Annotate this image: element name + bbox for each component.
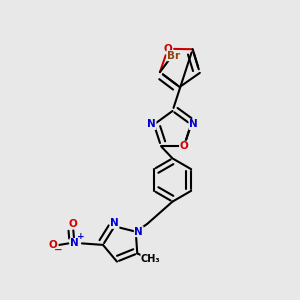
Text: O: O — [180, 141, 188, 151]
Text: O: O — [48, 240, 57, 250]
Text: O: O — [164, 44, 172, 54]
Text: −: − — [54, 245, 63, 255]
Text: N: N — [70, 238, 79, 248]
Text: Br: Br — [167, 51, 180, 61]
Text: N: N — [134, 226, 143, 237]
Text: O: O — [69, 219, 77, 229]
Text: N: N — [147, 119, 156, 130]
Text: CH₃: CH₃ — [141, 254, 161, 264]
Text: +: + — [77, 232, 85, 241]
Text: N: N — [110, 218, 119, 228]
Text: N: N — [189, 119, 198, 130]
